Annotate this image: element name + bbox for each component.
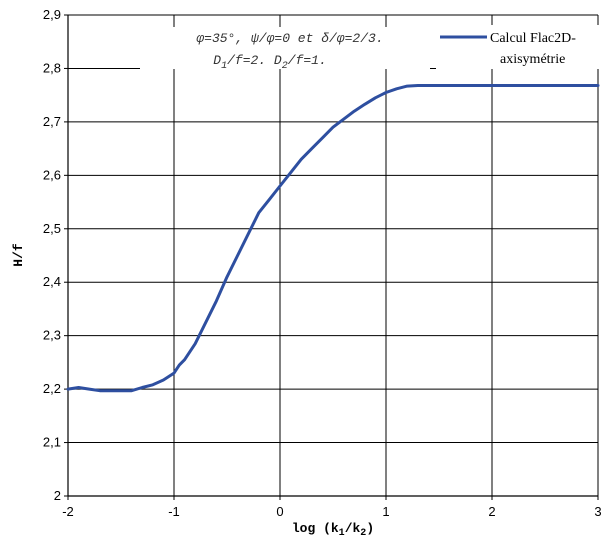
annotation-d1-rest: /f=2. D: [227, 53, 282, 68]
x-axis-title-main: log (k: [292, 521, 339, 536]
y-tick-label: 2,8: [43, 60, 61, 75]
series-layer: [66, 84, 600, 393]
x-tick-label: -1: [168, 504, 180, 519]
y-tick-label: 2,9: [43, 7, 61, 22]
annotation-background: [140, 27, 430, 69]
legend-label-line-2: axisymétrie: [500, 52, 565, 67]
y-tick-label: 2,7: [43, 114, 61, 129]
annotation-d2-rest: /f=1.: [288, 53, 327, 68]
x-tick-label: 0: [276, 504, 283, 519]
y-tick-label: 2,1: [43, 435, 61, 450]
x-axis-title-sub2: 2: [360, 528, 366, 539]
x-tick-label: 2: [488, 504, 495, 519]
annotation-d2-sub: 2: [282, 61, 288, 72]
y-tick-label: 2,2: [43, 381, 61, 396]
y-tick-label: 2,6: [43, 167, 61, 182]
annotation-d1: D: [213, 53, 221, 68]
legend-label-line-1: Calcul Flac2D-: [490, 31, 576, 46]
x-axis: -2 -1 0 1 2 3: [62, 495, 602, 519]
series-line: [66, 84, 600, 393]
x-tick-label: 1: [382, 504, 389, 519]
annotation-line-1: φ=35°, ψ/φ=0 et δ/φ=2/3.: [196, 31, 383, 46]
y-tick-label: 2,4: [43, 274, 61, 289]
y-axis-title: H/f: [11, 243, 26, 267]
legend-background: [436, 25, 599, 69]
y-axis: 2 2,1 2,2 2,3 2,4 2,5 2,6 2,7 2,8 2,9: [43, 7, 69, 503]
x-axis-title: log (k1/k2): [292, 521, 374, 539]
annotation-d1-sub: 1: [221, 61, 227, 72]
x-axis-title-end: ): [366, 521, 374, 536]
y-tick-label: 2,5: [43, 221, 61, 236]
y-tick-label: 2,3: [43, 328, 61, 343]
plot-area: [68, 15, 598, 496]
annotation-line-2: D1/f=2. D2/f=1.: [213, 53, 326, 72]
x-tick-label: -2: [62, 504, 74, 519]
x-axis-title-mid: /k: [345, 521, 361, 536]
y-tick-label: 2: [54, 488, 61, 503]
x-tick-label: 3: [594, 504, 601, 519]
x-axis-title-sub1: 1: [339, 528, 345, 539]
